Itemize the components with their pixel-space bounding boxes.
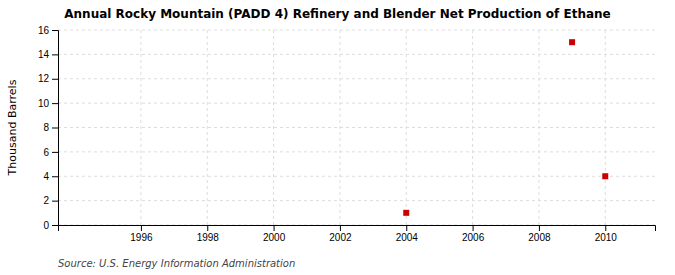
tick: 1998: [197, 225, 220, 243]
tick: 6: [43, 147, 58, 158]
tick: 1996: [130, 225, 153, 243]
tick-label: 16: [38, 25, 50, 36]
axis-line: [52, 31, 59, 226]
point: [602, 173, 608, 179]
tick-mark: [52, 225, 58, 226]
point: [569, 39, 575, 45]
grid-line: [58, 103, 655, 104]
grid-line: [58, 78, 655, 79]
tick-label: 2000: [263, 232, 286, 243]
tick-label: 1998: [197, 232, 220, 243]
chart: 1996 1998 2000 2002 2004 2006 2008 2010 0 2 4 6 8 10 1…: [0, 0, 675, 275]
tick: 4: [43, 171, 58, 182]
tick: 14: [38, 49, 58, 60]
grid-line: [58, 176, 655, 177]
tick-label: 2008: [528, 232, 551, 243]
source: Source: U.S. Energy Information Administ…: [58, 258, 295, 269]
grid-line: [58, 200, 655, 201]
tick: 2002: [329, 225, 352, 243]
tick-label: 2004: [396, 232, 419, 243]
y-axis-label: Thousand Barrels: [6, 79, 19, 176]
grid-line: [58, 30, 655, 31]
grid-line: [58, 151, 655, 152]
tick-label: 4: [43, 171, 49, 182]
tick-label: 8: [43, 122, 49, 133]
tick-mark: [539, 225, 540, 231]
y-axis: 0 2 4 6 8 10 12 14 16: [38, 25, 59, 231]
tick-mark: [52, 152, 58, 153]
tick-label: 2002: [329, 232, 352, 243]
tick-mark: [605, 225, 606, 231]
grid: [58, 30, 655, 225]
tick-mark: [52, 201, 58, 202]
tick-label: 1996: [130, 232, 153, 243]
grid-line: [140, 30, 141, 225]
tick-mark: [274, 225, 275, 231]
grid-line: [273, 30, 274, 225]
tick-label: 12: [38, 73, 50, 84]
tick: 2010: [595, 225, 618, 243]
point: [403, 210, 409, 216]
tick: 2004: [396, 225, 419, 243]
tick-label: 2010: [595, 232, 618, 243]
grid-line: [58, 127, 655, 128]
tick-mark: [406, 225, 407, 231]
tick-label: 2: [43, 195, 49, 206]
tick: 2008: [528, 225, 551, 243]
tick: 12: [38, 73, 58, 84]
tick-mark: [340, 225, 341, 231]
tick-mark: [473, 225, 474, 231]
tick-label: 6: [43, 147, 49, 158]
tick: 2000: [263, 225, 286, 243]
grid-line: [207, 30, 208, 225]
tick-mark: [52, 54, 58, 55]
tick: 16: [38, 25, 58, 36]
tick-label: 10: [38, 98, 50, 109]
tick-mark: [52, 176, 58, 177]
tick-label: 0: [43, 220, 49, 231]
tick-mark: [141, 225, 142, 231]
tick: 10: [38, 98, 58, 109]
plot-area: 1996 1998 2000 2002 2004 2006 2008 2010 0 2 4 6 8 10 1…: [38, 25, 656, 243]
grid-line: [58, 54, 655, 55]
axis-line: [59, 226, 656, 232]
tick-mark: [52, 128, 58, 129]
tick-mark: [52, 79, 58, 80]
tick: 8: [43, 122, 58, 133]
tick: 2: [43, 195, 58, 206]
title: Annual Rocky Mountain (PADD 4) Refinery …: [64, 7, 610, 21]
tick-mark: [52, 103, 58, 104]
tick-mark: [52, 30, 58, 31]
tick-label: 14: [38, 49, 50, 60]
tick: 2006: [462, 225, 485, 243]
tick: 0: [43, 220, 58, 231]
x-axis: 1996 1998 2000 2002 2004 2006 2008 2010: [59, 225, 656, 243]
tick-label: 2006: [462, 232, 485, 243]
points: [403, 39, 608, 216]
tick-mark: [207, 225, 208, 231]
